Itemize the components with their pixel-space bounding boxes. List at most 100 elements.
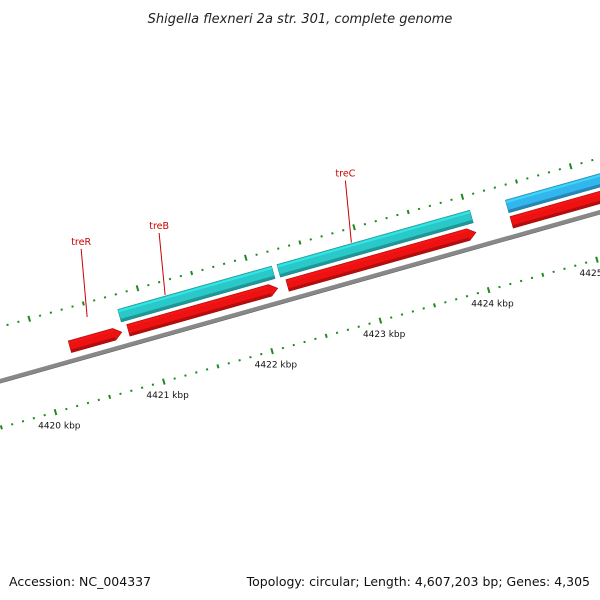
- forward-tick-mark: [460, 193, 465, 200]
- nrdD-gene-shadow: [508, 183, 600, 213]
- forward-tick-mark: [547, 171, 551, 174]
- kbp-tick-label: 4425 kbp: [580, 269, 600, 279]
- reverse-tick-mark: [32, 416, 36, 420]
- forward-tick-mark: [222, 262, 226, 266]
- forward-tick-mark: [428, 204, 432, 208]
- reverse-tick-mark: [260, 352, 263, 356]
- gene-label-leader: [344, 180, 352, 243]
- reverse-tick-mark: [378, 317, 383, 324]
- gene-label[interactable]: treC: [335, 169, 355, 180]
- nrdD-cds-highlight: [510, 192, 600, 220]
- reverse-tick-mark: [108, 394, 112, 400]
- forward-tick-mark: [81, 301, 85, 306]
- reverse-tick-mark: [530, 276, 534, 280]
- forward-tick-mark: [201, 268, 204, 272]
- reverse-tick-mark: [119, 392, 122, 396]
- kbp-tick-label: 4422 kbp: [255, 361, 298, 371]
- reverse-tick-mark: [281, 346, 285, 350]
- treC-cds-highlight: [286, 229, 468, 283]
- backbone-layer: [0, 209, 600, 384]
- reverse-tick-mark: [162, 378, 166, 385]
- forward-tick-mark: [255, 253, 258, 256]
- reverse-tick-mark: [216, 364, 220, 369]
- forward-tick-mark: [591, 158, 594, 162]
- forward-tick-mark: [6, 323, 9, 327]
- reverse-tick-mark: [227, 362, 231, 365]
- reverse-tick-mark: [270, 347, 274, 355]
- forward-tick-mark: [233, 259, 237, 263]
- forward-tick-mark: [298, 240, 302, 245]
- forward-tick-mark: [17, 320, 20, 324]
- reverse-tick-mark: [303, 340, 306, 344]
- forward-tick-mark: [212, 265, 215, 269]
- forward-tick-mark: [450, 198, 453, 202]
- reverse-tick-mark: [486, 286, 491, 294]
- treR-cds-feature[interactable]: [67, 328, 123, 353]
- reverse-tick-mark: [97, 398, 101, 402]
- forward-tick-mark: [277, 247, 280, 250]
- reverse-tick-mark: [86, 401, 90, 405]
- genome-summary-text: Topology: circular; Length: 4,607,203 bp…: [246, 574, 590, 589]
- reverse-tick-mark: [584, 261, 588, 264]
- gene-label[interactable]: treB: [149, 221, 169, 232]
- reverse-tick-mark: [509, 282, 512, 286]
- forward-tick-mark: [471, 192, 475, 195]
- forward-tick-mark: [331, 232, 334, 235]
- treB-gene-highlight: [118, 267, 273, 313]
- reverse-tick-mark: [519, 279, 523, 283]
- forward-tick-mark: [342, 229, 345, 232]
- reverse-tick-mark: [151, 383, 155, 386]
- reverse-tick-mark: [205, 368, 209, 371]
- forward-tick-mark: [536, 174, 540, 177]
- reverse-tick-mark: [335, 331, 339, 335]
- reverse-tick-mark: [21, 420, 25, 423]
- gene-label-layer: treRtreBtreCnrdDnrdGcybCpmbA: [71, 169, 356, 318]
- treR-cds-shadow: [70, 337, 116, 353]
- reverse-tick-mark: [130, 389, 133, 392]
- forward-tick-mark: [439, 201, 442, 205]
- forward-tick-mark: [147, 283, 150, 287]
- reverse-tick-mark: [563, 267, 566, 270]
- forward-tick-mark: [125, 290, 128, 293]
- treC-cds-shadow: [288, 237, 470, 292]
- reverse-tick-mark: [75, 404, 79, 408]
- forward-tick-mark: [71, 305, 74, 308]
- nrdD-cds-shadow: [512, 200, 600, 229]
- forward-tick-mark: [515, 179, 519, 184]
- reverse-tick-mark: [454, 298, 458, 301]
- forward-tick-mark: [385, 216, 388, 220]
- reverse-tick-mark: [195, 371, 198, 374]
- kbp-tick-label: 4423 kbp: [363, 330, 406, 340]
- forward-tick-mark: [244, 254, 248, 261]
- reverse-tick-mark: [314, 337, 317, 341]
- forward-tick-mark: [580, 161, 583, 165]
- forward-tick-mark: [558, 168, 562, 171]
- reverse-tick-mark: [346, 328, 350, 331]
- treC-gene-feature[interactable]: [276, 209, 474, 278]
- reverse-tick-mark: [173, 377, 176, 380]
- nrdD-gene-feature[interactable]: [505, 132, 600, 214]
- forward-tick-mark: [157, 280, 161, 284]
- forward-tick-mark: [168, 277, 172, 281]
- nrdD-gene-highlight: [505, 174, 600, 204]
- forward-tick-mark: [504, 183, 507, 186]
- kbp-tick-label: 4420 kbp: [38, 422, 81, 432]
- reverse-tick-mark: [368, 322, 371, 325]
- reverse-tick-mark: [422, 307, 425, 310]
- map-title: Shigella flexneri 2a str. 301, complete …: [148, 12, 453, 27]
- reverse-tick-mark: [10, 423, 14, 426]
- accession-text: Accession: NC_004337: [9, 574, 151, 589]
- forward-tick-mark: [396, 213, 399, 217]
- forward-tick-mark: [374, 219, 377, 223]
- forward-tick-mark: [482, 189, 486, 192]
- reverse-tick-mark: [400, 313, 404, 316]
- forward-tick-mark: [92, 299, 96, 302]
- treR-cds-highlight: [68, 329, 114, 344]
- reverse-tick-mark: [357, 325, 360, 328]
- forward-tick-mark: [568, 163, 573, 170]
- forward-tick-mark: [406, 209, 410, 215]
- gene-label[interactable]: treR: [71, 237, 91, 248]
- treB-gene-shadow: [120, 275, 276, 322]
- gene-label-leader: [158, 232, 166, 296]
